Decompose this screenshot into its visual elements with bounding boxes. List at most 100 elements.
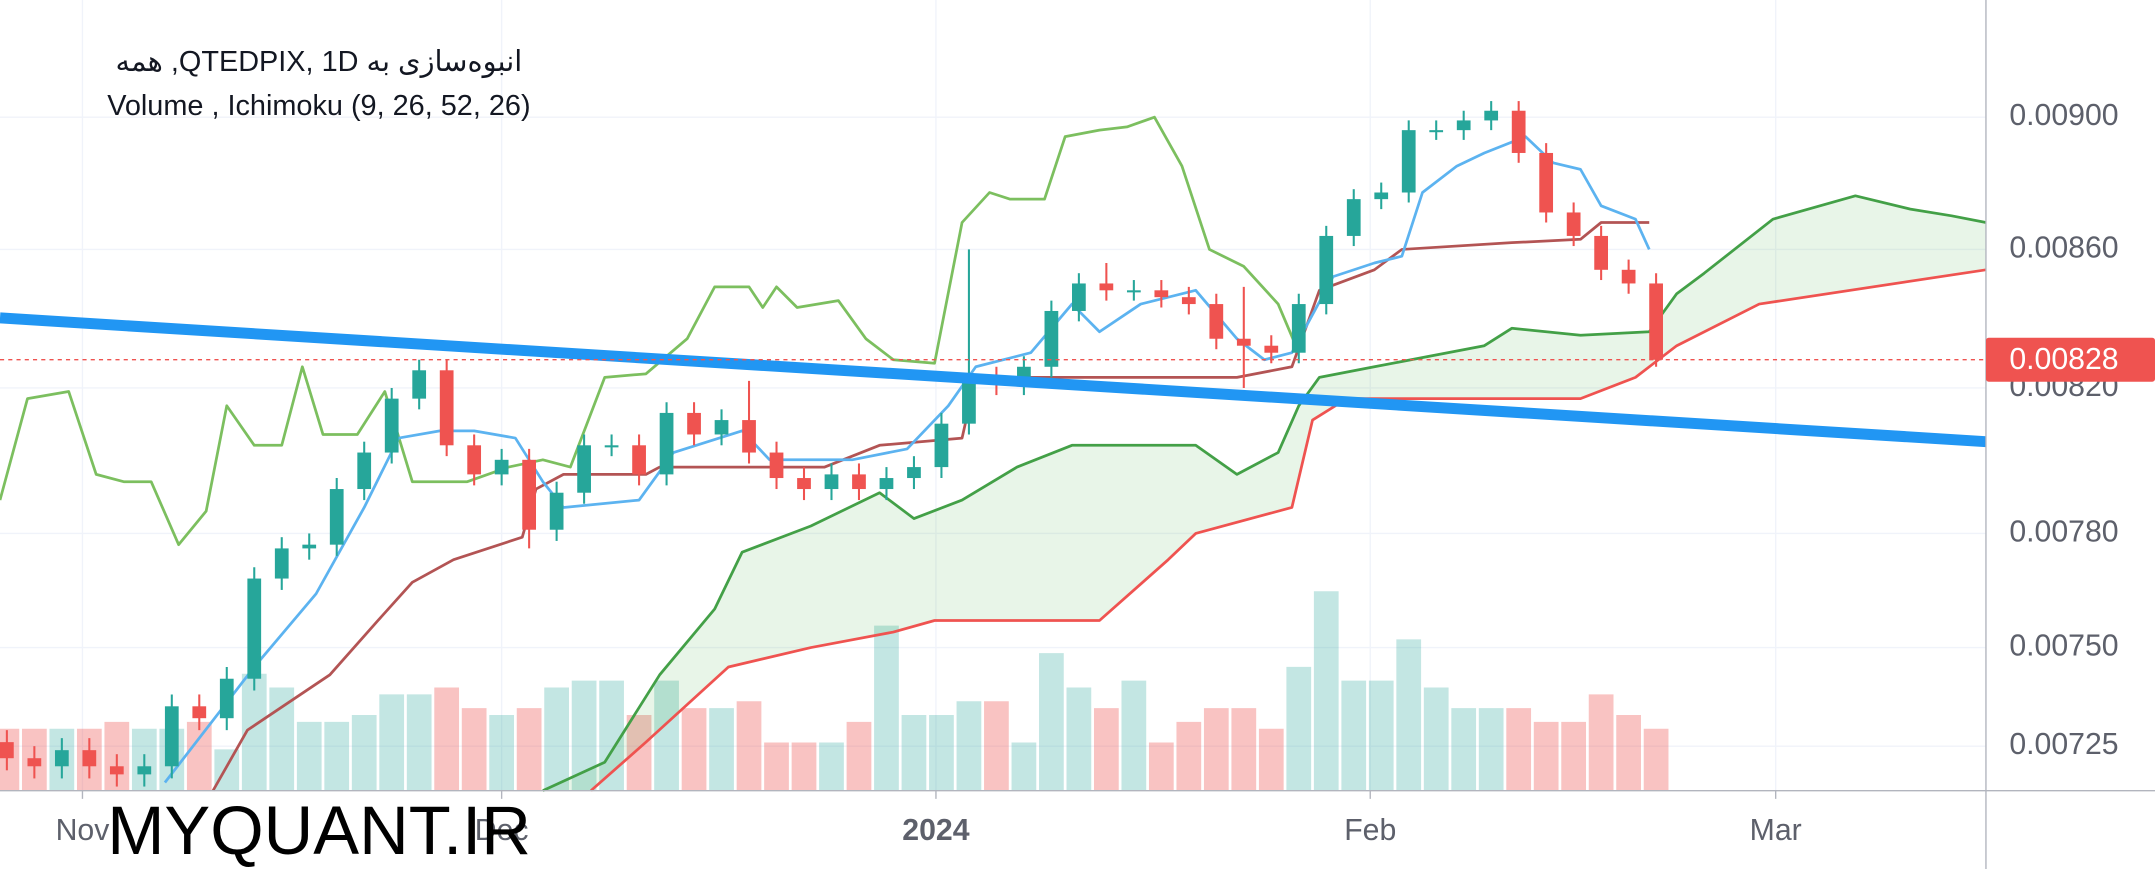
x-tick-label: Feb [1344,814,1396,847]
candle-body [934,423,949,468]
chart-subtitle: Volume , Ichimoku (9, 26, 52, 26) [107,90,530,122]
volume-bar [186,721,212,791]
candle-body [302,544,317,549]
candle-body [577,445,591,493]
candle-body [1209,304,1224,339]
candle-body [824,474,839,490]
chart-title: انبوه‌سازی به QTEDPIX, 1D, همه [115,46,522,78]
candle-layer [0,101,1987,787]
candle-body [1291,304,1306,353]
y-tick-label: 0.00860 [2009,231,2118,264]
candle-body [1511,110,1526,153]
volume-bar [1561,721,1587,791]
volume-bar [489,715,515,791]
volume-bar [296,721,322,791]
volume-bar [956,701,982,791]
candle-body [852,474,866,490]
candle-body [549,492,564,530]
volume-bar [269,687,295,791]
candle-body [137,766,152,775]
base-line [211,221,1650,792]
candle-body [769,452,784,479]
volume-bar [1121,680,1147,791]
volume-bar [874,625,899,791]
volume-bar [654,680,679,791]
volume-bar [929,715,954,791]
volume-bar [1066,687,1092,791]
candle-body [54,750,69,767]
candle-body [907,467,921,479]
candle-body [1236,338,1251,346]
volume-bar [984,701,1009,791]
volume-bar [1011,742,1037,791]
volume-bar [379,694,405,791]
candle-body [357,452,372,490]
volume-bar [819,742,844,791]
volume-bar [1451,708,1477,791]
volume-bar [791,742,817,791]
volume-bar [1533,721,1559,791]
candle-body [1401,130,1416,193]
candle-body [879,478,894,490]
volume-bar [351,715,377,791]
y-tick-label: 0.00900 [2009,99,2118,132]
volume-bar [1313,591,1339,791]
volume-bar [901,715,927,791]
volume-bar [1506,708,1532,791]
candle-body [1044,310,1059,367]
candle-body [1374,192,1389,200]
candle-body [1319,235,1334,305]
candle-body [439,370,454,446]
candle-body [1099,283,1114,291]
x-tick-label: Nov [56,814,111,847]
volume-bar [1341,680,1367,791]
volume-bar [406,694,432,791]
candle-body [962,377,976,424]
watermark: MYQUANT.IR [107,792,531,869]
volume-bar [1258,728,1284,791]
candle-body [1264,345,1279,353]
volume-bar [764,742,789,791]
candle-body [384,398,399,453]
volume-bar [1643,728,1669,791]
volume-bar [1286,666,1312,791]
candle-body [1566,212,1581,236]
candle-body [522,459,537,530]
candle-body [82,750,97,767]
candle-body [1621,269,1636,284]
candle-body [109,766,124,775]
volume-bar [1368,680,1394,791]
candle-body [1484,110,1499,121]
volume-bar [1396,639,1422,791]
candle-body [27,758,42,767]
volume-bar [846,721,872,791]
volume-bar [1588,694,1614,791]
volume-bar [544,687,569,791]
volume-bar [626,715,652,791]
candle-body [1456,120,1471,131]
candle-body [714,420,729,435]
candle-body [1126,290,1141,293]
ichimoku-layer [0,115,1987,792]
volume-bar [1093,708,1119,791]
y-tick-label: 0.00780 [2009,515,2118,548]
candle-body [687,412,701,435]
candle-body [247,578,262,679]
volume-bar [1231,708,1257,791]
volume-bar [1478,708,1504,791]
volume-bar [434,687,460,791]
candle-body [659,412,674,475]
candle-body [0,742,14,759]
candle-body [1649,283,1663,360]
candle-body [1181,297,1196,305]
x-tick-label: 2024 [902,814,969,847]
y-tick-label: 0.00750 [2009,630,2118,663]
candle-body [494,459,509,475]
kumo-cloud [542,195,1986,791]
candle-body [467,445,482,475]
candle-body [797,478,811,490]
candle-body [164,706,179,767]
candle-body [632,445,646,475]
